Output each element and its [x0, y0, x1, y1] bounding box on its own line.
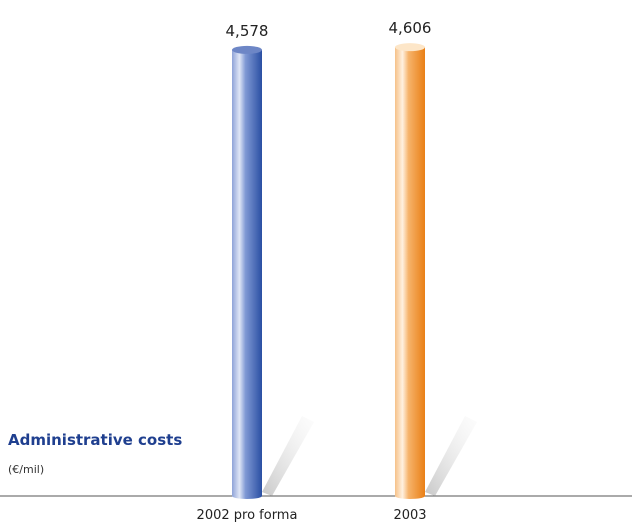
bar-2003 [395, 47, 425, 496]
category-label: 2002 pro forma [197, 508, 298, 523]
bar-shadow [262, 416, 314, 496]
bar-cap [232, 45, 262, 54]
chart-unit: (€/mil) [8, 463, 45, 476]
category-label: 2003 [393, 508, 426, 523]
bar-base [232, 493, 262, 499]
chart-title: Administrative costs [8, 431, 183, 449]
data-label: 4,578 [226, 22, 269, 40]
bar-2002-pro-forma [232, 49, 262, 496]
bar-cap [395, 43, 425, 52]
bar-base [395, 493, 425, 499]
bar-shadow [425, 416, 477, 496]
data-label: 4,606 [389, 19, 432, 37]
